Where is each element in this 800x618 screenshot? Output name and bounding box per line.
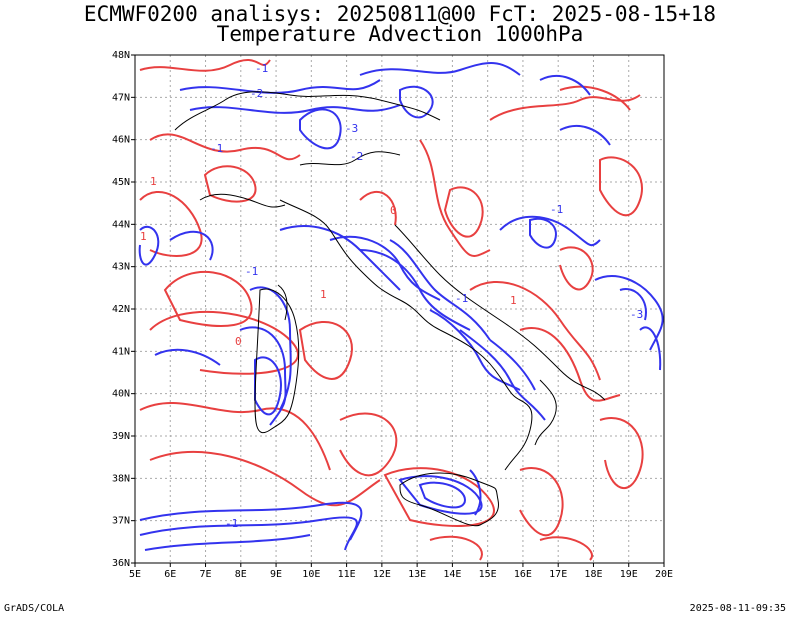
lat-tick-label: 40N <box>112 389 130 400</box>
cold-advection-contours <box>138 62 664 551</box>
map-title: ECMWF0200 analisys: 20250811@00 FcT: 202… <box>83 2 717 26</box>
lat-tick-label: 46N <box>112 135 130 146</box>
lon-tick-label: 16E <box>514 569 532 580</box>
contour-value-label: 1 <box>510 294 517 307</box>
lat-tick-label: 37N <box>112 516 130 527</box>
contour-value-label: -1 <box>210 142 223 155</box>
lat-tick-label: 47N <box>112 92 130 103</box>
lat-tick-label: 45N <box>112 177 130 188</box>
lat-tick-label: 44N <box>112 219 130 230</box>
lat-tick-label: 38N <box>112 473 130 484</box>
contour-value-label: -1 <box>245 265 258 278</box>
lon-tick-label: 11E <box>338 569 356 580</box>
coastlines <box>174 91 606 527</box>
footer-timestamp: 2025-08-11-09:35 <box>689 603 786 614</box>
contour-value-label: -1 <box>225 517 238 530</box>
contour-labels: -1 -2 -3 -1 -2 -1 1 1 0 -1 1 0 1 -1 -3 -1 <box>140 62 643 530</box>
contour-value-label: 0 <box>235 335 242 348</box>
contour-value-label: 1 <box>150 175 157 188</box>
lon-tick-label: 12E <box>373 569 391 580</box>
lon-tick-label: 5E <box>129 569 141 580</box>
lon-tick-label: 6E <box>164 569 176 580</box>
footer-credit: GrADS/COLA <box>4 603 65 614</box>
lon-tick-label: 9E <box>270 569 282 580</box>
contour-value-label: -3 <box>345 122 358 135</box>
contour-value-label: -1 <box>550 203 563 216</box>
contour-value-label: -1 <box>455 292 468 305</box>
lon-tick-label: 14E <box>443 569 461 580</box>
contour-value-label: 1 <box>140 230 147 243</box>
lon-tick-label: 13E <box>408 569 426 580</box>
contour-value-label: 0 <box>390 204 397 217</box>
lat-tick-label: 39N <box>112 431 130 442</box>
lat-tick-label: 48N <box>112 50 130 61</box>
lon-tick-label: 15E <box>479 569 497 580</box>
contour-value-label: 1 <box>320 288 327 301</box>
contour-value-label: -3 <box>630 308 643 321</box>
lat-tick-label: 43N <box>112 262 130 273</box>
lat-tick-label: 42N <box>112 304 130 315</box>
lon-tick-label: 8E <box>235 569 247 580</box>
lon-tick-label: 20E <box>655 569 673 580</box>
lon-tick-label: 7E <box>200 569 212 580</box>
map-subtitle: Temperature Advection 1000hPa <box>216 22 584 46</box>
lon-tick-label: 17E <box>549 569 567 580</box>
contour-value-label: -1 <box>255 62 268 75</box>
plot-frame <box>134 54 665 564</box>
lon-tick-label: 10E <box>302 569 320 580</box>
lon-tick-label: 18E <box>584 569 602 580</box>
lat-lon-grid: 5E 6E 7E 8E 9E 10E 11E 12E 13E 14E 15E 16E 17E 18E 19E… <box>112 50 673 580</box>
contour-value-label: -2 <box>250 87 263 100</box>
lon-tick-label: 19E <box>620 569 638 580</box>
lat-tick-label: 36N <box>112 558 130 569</box>
warm-advection-contours <box>139 59 644 561</box>
contour-value-label: -2 <box>350 150 363 163</box>
lat-tick-label: 41N <box>112 346 130 357</box>
